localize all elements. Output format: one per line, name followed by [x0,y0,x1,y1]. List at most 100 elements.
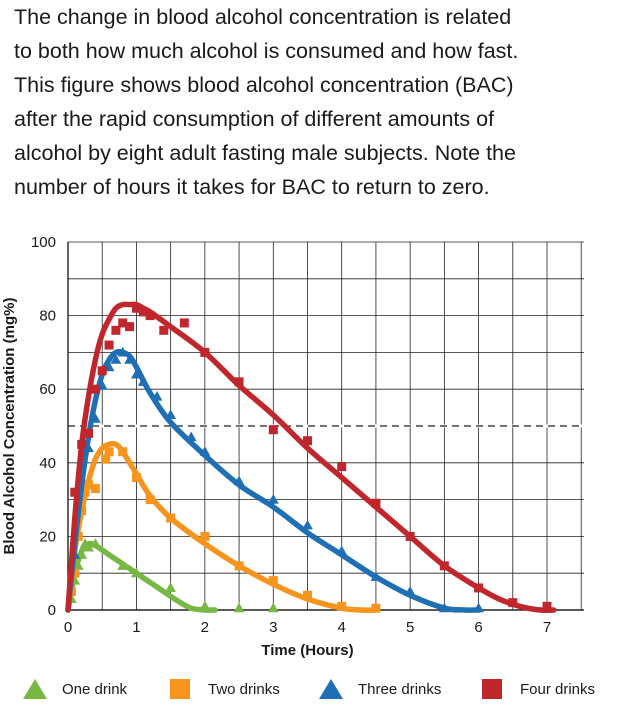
y-tick-label: 20 [39,528,56,545]
legend: One drink Two drinks Three drinks Four drin… [0,678,621,706]
data-point [337,601,347,611]
legend-label: Three drinks [358,680,442,698]
y-tick-label: 0 [48,602,56,619]
bac-line-chart: 0 20 40 60 80 100 0 1 2 3 4 5 6 7 Time (Hours) Blood Al… [1,234,584,659]
x-axis-label: Time (Hours) [261,642,353,659]
data-point [233,475,245,486]
series-three-drinks [65,346,484,613]
series-line [65,301,557,614]
square-marker-icon [482,679,502,699]
x-tick-label: 4 [338,619,346,636]
data-point [179,318,189,328]
data-point [542,601,552,611]
data-point [474,583,484,593]
data-point [371,603,381,613]
data-point [145,495,155,505]
data-point [131,567,142,578]
data-point [508,598,518,608]
data-point [77,439,87,449]
y-tick-label: 40 [39,455,56,472]
series-line [65,540,218,613]
x-tick-label: 5 [406,619,414,636]
data-point [125,322,135,332]
triangle-marker-icon [23,679,47,699]
legend-item: One drink [22,678,127,700]
data-point [80,487,90,497]
data-point [118,447,128,457]
x-tick-label: 1 [132,619,140,636]
description-line: The change in blood alcohol concentratio… [14,5,512,29]
data-point [83,442,94,453]
data-point [131,473,141,483]
data-point [159,325,169,335]
data-point [370,571,382,581]
data-point [118,318,128,328]
description-line: after the rapid consumption of different… [14,107,495,131]
data-point [303,590,312,600]
data-point [337,461,347,471]
data-point [90,484,100,494]
data-point [117,560,129,570]
data-point [97,366,107,376]
data-point [303,436,312,446]
series-line [65,348,482,613]
data-point [302,519,313,530]
data-point [76,549,88,559]
data-point [268,425,278,435]
data-point [185,431,197,442]
data-point [104,340,114,350]
description-line: number of hours it takes for BAC to retu… [14,175,490,199]
x-tick-label: 7 [543,619,551,636]
legend-item: Two drinks [168,678,280,700]
data-point [200,531,210,541]
data-point [151,391,163,401]
data-point [90,413,101,423]
data-point [405,531,415,541]
data-point [70,487,80,497]
data-point [111,325,121,335]
data-point [90,384,100,394]
x-tick-label: 2 [201,619,209,636]
x-tick-label: 0 [64,619,72,636]
square-marker-icon [170,679,190,699]
description-line: This figure shows blood alcohol concentr… [14,73,514,97]
data-point [439,602,450,613]
data-point [166,513,176,523]
data-point [233,602,245,613]
data-point [199,446,211,456]
legend-label: Four drinks [520,680,596,698]
data-point [124,354,135,364]
y-tick-label: 100 [31,234,56,251]
data-point [72,560,84,570]
y-tick-label: 80 [39,308,56,325]
series-one-drink [65,538,279,613]
data-point [101,454,111,464]
x-tick-label: 6 [474,619,482,636]
data-point [117,346,129,357]
data-point [131,303,141,313]
data-point [138,307,148,317]
data-point [165,409,176,419]
data-point [131,368,142,379]
data-point [84,428,94,438]
data-point [473,602,484,613]
triangle-marker-icon [319,679,343,699]
data-point [77,506,87,516]
x-tick-label: 3 [269,619,277,636]
data-point [104,447,114,457]
legend-label: Two drinks [208,680,280,698]
data-point [371,498,381,508]
figure-description: The change in blood alcohol concentratio… [14,0,614,204]
data-point [268,576,278,586]
y-axis-label: Blood Alcohol Concentration (mg%) [1,298,18,555]
data-point [199,600,211,611]
y-tick-label: 60 [39,381,56,398]
legend-label: One drink [62,680,128,698]
data-point [200,347,210,357]
description-line: to both how much alcohol is consumed and… [14,39,519,63]
legend-item: Three drinks [318,678,441,700]
data-point [404,586,416,596]
data-point [70,568,80,578]
data-point [90,538,101,548]
description-line: alcohol by eight adult fasting male subj… [14,141,516,165]
